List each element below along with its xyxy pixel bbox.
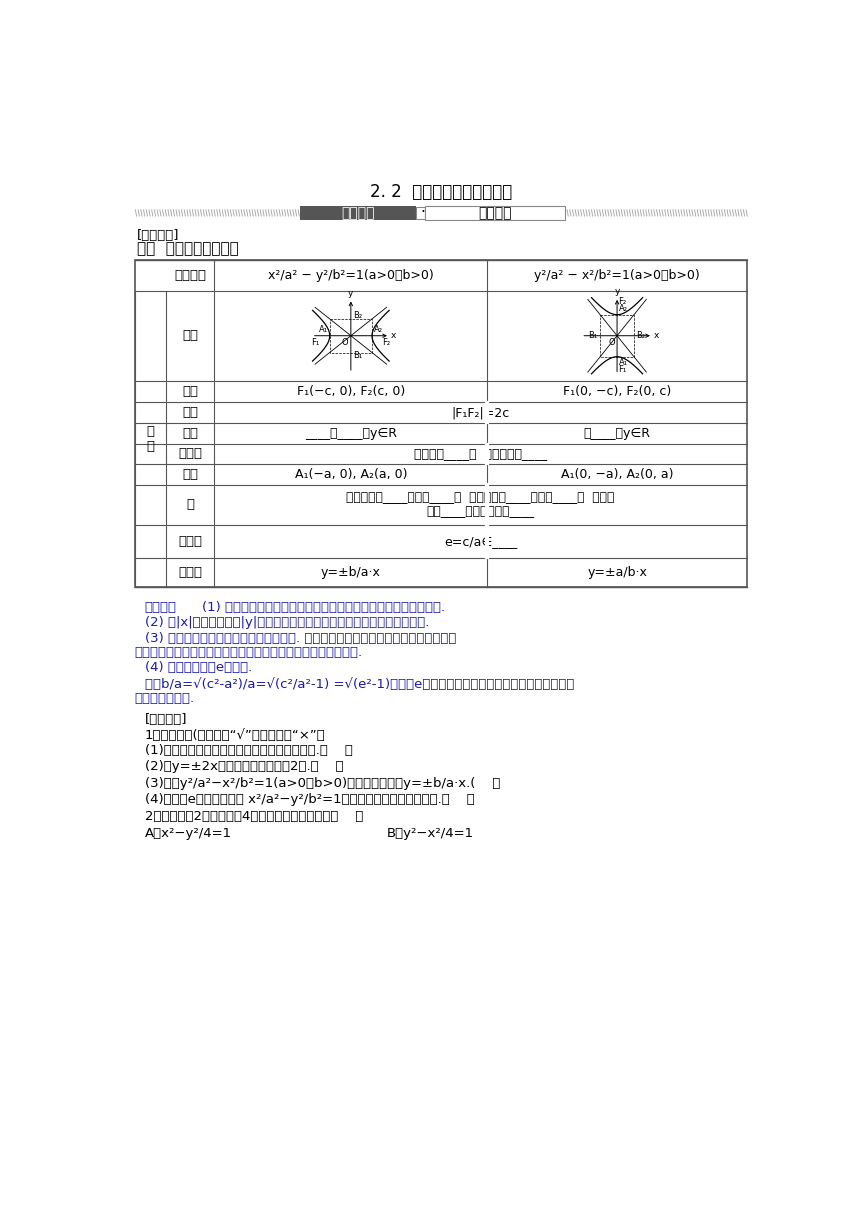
Text: (2) 当|x|无限增大时，|y|也无限增大，即双曲线的各支是向外无限延展的.: (2) 当|x|无限增大时，|y|也无限增大，即双曲线的各支是向外无限延展的. [144, 617, 429, 630]
Text: 长：____，半虚轴长：____: 长：____，半虚轴长：____ [427, 505, 535, 518]
Text: 渐近线: 渐近线 [178, 565, 202, 579]
Text: 外无限延伸时，双曲线与两条渐近线无限接近，但永远不会相交.: 外无限延伸时，双曲线与两条渐近线无限接近，但永远不会相交. [135, 646, 363, 659]
Bar [425, 206, 565, 220]
Text: F₁: F₁ [618, 365, 627, 375]
Text: 课前预习: 课前预习 [478, 206, 512, 220]
Text: 要点  双曲线的几何性质: 要点 双曲线的几何性质 [137, 242, 239, 257]
Bar [416, 207, 425, 219]
Text: B．y²−x²/4=1: B．y²−x²/4=1 [386, 827, 474, 840]
Text: 顶点: 顶点 [182, 468, 198, 480]
Text: 对称轴：____；  对称中心：____: 对称轴：____； 对称中心：____ [415, 447, 547, 461]
Text: 由于b/a=√(c²-a²)/a=√(c²/a²-1) =√(e²-1)，因此e越大，渐近线的斜率的绝对值就越大，双曲: 由于b/a=√(c²-a²)/a=√(c²/a²-1) =√(e²-1)，因此e… [144, 679, 574, 691]
Text: 图形: 图形 [182, 330, 198, 342]
Text: 轴: 轴 [186, 499, 194, 511]
Text: y=±b/a·x: y=±b/a·x [321, 565, 381, 579]
Text: y²/a² − x²/b²=1(a>0，b>0): y²/a² − x²/b²=1(a>0，b>0) [534, 269, 700, 282]
Text: A．x²−y²/4=1: A．x²−y²/4=1 [144, 827, 232, 840]
Text: 实轴：线段____，长：____；  虚轴：线段____，长：____；  半实轴: 实轴：线段____，长：____； 虚轴：线段____，长：____； 半实轴 [347, 491, 615, 503]
Text: (3) 双曲线的渠近线决定了双曲线的形状. 由双曲线的对称性可知，当双曲线的两支向: (3) 双曲线的渠近线决定了双曲线的形状. 由双曲线的对称性可知，当双曲线的两支… [144, 632, 456, 644]
Text: x: x [654, 331, 659, 340]
Text: A₁(−a, 0), A₂(a, 0): A₁(−a, 0), A₂(a, 0) [295, 468, 407, 480]
Text: O: O [608, 338, 615, 347]
Text: A₂: A₂ [618, 304, 628, 314]
Bar [299, 206, 416, 220]
Text: ·: · [421, 206, 426, 220]
Text: (3)方稏y²/a²−x²/b²=1(a>0，b>0)的渠近线方程为y=±b/a·x.(    ）: (3)方稏y²/a²−x²/b²=1(a>0，b>0)的渠近线方程为y=±b/a… [144, 777, 500, 789]
Text: y: y [348, 288, 353, 298]
Bar [135, 260, 746, 587]
Text: 范围: 范围 [182, 427, 198, 440]
Text: ____或____，y∈R: ____或____，y∈R [304, 427, 396, 440]
Text: F₁(0, −c), F₂(0, c): F₁(0, −c), F₂(0, c) [563, 385, 671, 398]
Text: A₁: A₁ [319, 325, 329, 334]
Text: 2. 2  双曲线的简单几何性质: 2. 2 双曲线的简单几何性质 [370, 182, 512, 201]
Text: A₂: A₂ [373, 325, 383, 334]
Text: F₂: F₂ [618, 297, 627, 306]
Text: (2)以y=±2x为渠近线的双曲线有2条.（    ）: (2)以y=±2x为渠近线的双曲线有2条.（ ） [144, 760, 343, 772]
Text: [基础自测]: [基础自测] [144, 714, 187, 726]
Text: O: O [342, 338, 348, 347]
Text: B₂: B₂ [353, 311, 362, 321]
Text: F₁: F₁ [310, 338, 319, 347]
Text: B₁: B₁ [353, 351, 362, 360]
Text: 性
质: 性 质 [146, 424, 154, 452]
Text: y: y [614, 287, 620, 295]
Text: F₁(−c, 0), F₂(c, 0): F₁(−c, 0), F₂(c, 0) [297, 385, 405, 398]
Text: (1) 双曲线的范围说明双曲线是非封闭曲线，而橄圆则是封闭曲线.: (1) 双曲线的范围说明双曲线是非封闭曲线，而橄圆则是封闭曲线. [202, 601, 445, 614]
Text: A₁: A₁ [618, 359, 628, 367]
Text: 离心率: 离心率 [178, 535, 202, 548]
Text: e=c/a∈____: e=c/a∈____ [444, 535, 517, 548]
Text: (4) 双曲线形状与e的关系.: (4) 双曲线形状与e的关系. [144, 662, 252, 674]
Text: x: x [390, 331, 396, 340]
Text: B₂: B₂ [636, 331, 646, 340]
Text: 或____，y∈R: 或____，y∈R [584, 427, 650, 440]
Text: 对称性: 对称性 [178, 447, 202, 461]
Text: (4)离心率e越大，双曲线 x²/a²−y²/b²=1的渠近线的斜率绝对值越大.（    ）: (4)离心率e越大，双曲线 x²/a²−y²/b²=1的渠近线的斜率绝对值越大.… [144, 794, 475, 806]
Text: 焦距: 焦距 [182, 406, 198, 420]
Text: 焦点: 焦点 [182, 385, 198, 398]
Text: (1)双曲线的离心率越大，双曲线的开口越开阔.（    ）: (1)双曲线的离心率越大，双曲线的开口越开阔.（ ） [144, 744, 353, 758]
Text: A₁(0, −a), A₂(0, a): A₁(0, −a), A₂(0, a) [561, 468, 673, 480]
Text: F₂: F₂ [382, 338, 390, 347]
Text: 1．思考辨析(正确的画“√”，错误的画“×”）: 1．思考辨析(正确的画“√”，错误的画“×”） [144, 728, 325, 742]
Text: 状元随笔: 状元随笔 [144, 601, 176, 614]
Text: |F₁F₂|=2c: |F₁F₂|=2c [452, 406, 510, 420]
Text: [教材要点]: [教材要点] [137, 229, 180, 242]
Text: 新知初探: 新知初探 [341, 206, 375, 220]
Text: y=±a/b·x: y=±a/b·x [587, 565, 647, 579]
Text: 标准方程: 标准方程 [174, 269, 206, 282]
Text: x²/a² − y²/b²=1(a>0，b>0): x²/a² − y²/b²=1(a>0，b>0) [268, 269, 433, 282]
Text: 线的开口就越大.: 线的开口就越大. [135, 692, 194, 705]
Text: 2．实轴长为2，虚轴长为4的双曲线的标准方程是（    ）: 2．实轴长为2，虚轴长为4的双曲线的标准方程是（ ） [144, 810, 363, 823]
Text: B₁: B₁ [588, 331, 598, 340]
